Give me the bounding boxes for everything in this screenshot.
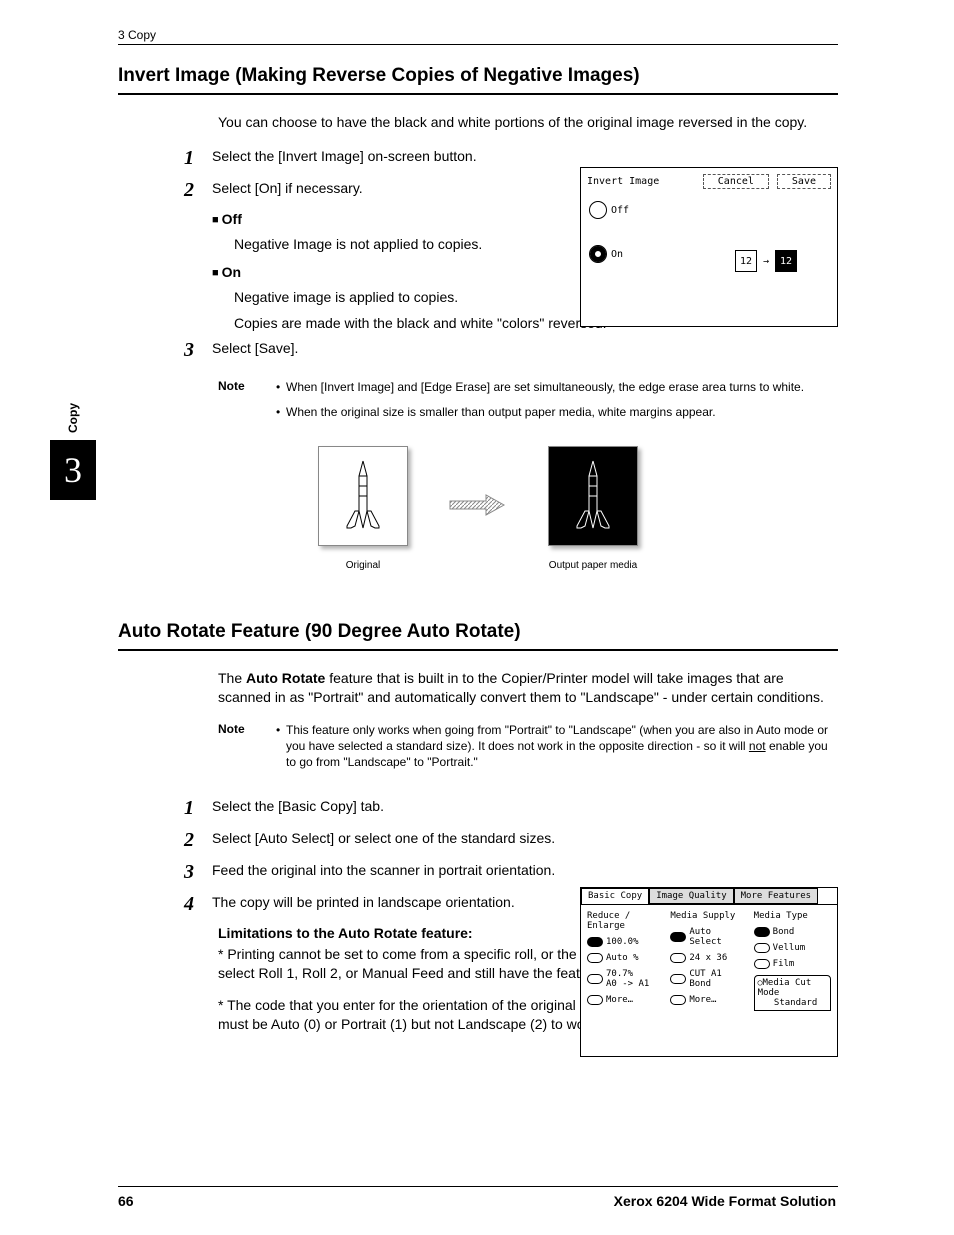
media-cut-mode-box: ◯Media Cut Mode Standard	[754, 975, 831, 1011]
rocket-icon	[343, 456, 383, 536]
note-text: When the original size is smaller than o…	[286, 404, 716, 420]
step-text: Select the [Basic Copy] tab.	[212, 797, 384, 817]
step-text: Select [On] if necessary.	[212, 179, 363, 199]
figure-output-caption: Output paper media	[548, 560, 638, 571]
option-auto-select[interactable]: AutoSelect	[670, 927, 747, 947]
chapter-breadcrumb: 3 Copy	[118, 28, 156, 42]
section2-note: Note •This feature only works when going…	[218, 722, 838, 779]
step-number: 1	[184, 147, 212, 169]
preview-inverted: 12	[775, 250, 797, 272]
option-70-7[interactable]: 70.7%A0 -> A1	[587, 969, 664, 989]
dialog-title: Invert Image	[587, 174, 659, 189]
header-rule	[118, 44, 838, 45]
side-tab-chapter: 3	[50, 440, 96, 500]
option-auto-pct[interactable]: Auto %	[587, 953, 664, 963]
invert-image-dialog-figure: Invert Image Cancel Save Off On 12 → 12	[580, 167, 838, 327]
step-number: 2	[184, 179, 212, 201]
tab-more-features[interactable]: More Features	[734, 888, 818, 904]
section2-title: Auto Rotate Feature (90 Degree Auto Rota…	[118, 621, 838, 651]
step-text: Feed the original into the scanner in po…	[212, 861, 555, 881]
radio-off[interactable]: Off	[589, 201, 831, 219]
side-tab: Copy 3	[50, 400, 96, 500]
arrow-icon: →	[763, 256, 769, 267]
step-number: 3	[184, 339, 212, 361]
invert-preview: 12 → 12	[735, 250, 797, 272]
off-label: Off	[212, 211, 242, 227]
section2-step1: 1 Select the [Basic Copy] tab.	[184, 797, 838, 819]
page-number: 66	[118, 1193, 134, 1209]
rocket-icon-inverted	[573, 456, 613, 536]
note-text: This feature only works when going from …	[286, 722, 836, 771]
option-24x36[interactable]: 24 x 36	[670, 953, 747, 963]
note-label: Note	[218, 722, 276, 736]
arrow-icon	[448, 492, 508, 524]
basic-copy-screen-figure: Basic Copy Image Quality More Features R…	[580, 887, 838, 1057]
note-label: Note	[218, 379, 276, 393]
section2-step2: 2 Select [Auto Select] or select one of …	[184, 829, 838, 851]
step-number: 1	[184, 797, 212, 819]
radio-icon	[589, 201, 607, 219]
option-100[interactable]: 100.0%	[587, 937, 664, 947]
note-item: •This feature only works when going from…	[276, 722, 836, 771]
radio-icon-selected	[589, 245, 607, 263]
side-tab-label: Copy	[66, 400, 80, 436]
section1-intro: You can choose to have the black and whi…	[218, 113, 838, 133]
note-item: •When the original size is smaller than …	[276, 404, 804, 420]
option-vellum[interactable]: Vellum	[754, 943, 831, 953]
option-cut-a1[interactable]: CUT A1Bond	[670, 969, 747, 989]
step-number: 3	[184, 861, 212, 883]
figure-original-caption: Original	[318, 560, 408, 571]
section1-step3: 3 Select [Save].	[184, 339, 838, 361]
save-button[interactable]: Save	[777, 174, 831, 189]
note-text: When [Invert Image] and [Edge Erase] are…	[286, 379, 804, 395]
option-film[interactable]: Film	[754, 959, 831, 969]
step-number: 4	[184, 893, 212, 915]
radio-off-label: Off	[611, 205, 629, 216]
step-text: Select [Save].	[212, 339, 298, 359]
footer-rule	[118, 1186, 838, 1187]
section1-step1: 1 Select the [Invert Image] on-screen bu…	[184, 147, 838, 169]
figure-output: Output paper media	[548, 446, 638, 571]
on-label: On	[212, 264, 241, 280]
col-media-type: Media Type Bond Vellum Film ◯Media Cut M…	[754, 911, 831, 1011]
radio-on-label: On	[611, 249, 623, 260]
cut-mode-value: Standard	[774, 998, 817, 1008]
col-title: Media Supply	[670, 911, 747, 921]
option-bond[interactable]: Bond	[754, 927, 831, 937]
section1-note: Note •When [Invert Image] and [Edge Eras…	[218, 379, 838, 427]
col-media-supply: Media Supply AutoSelect 24 x 36 CUT A1Bo…	[670, 911, 747, 1011]
step-number: 2	[184, 829, 212, 851]
step-text: The copy will be printed in landscape or…	[212, 893, 515, 913]
product-name: Xerox 6204 Wide Format Solution	[614, 1193, 836, 1209]
preview-normal: 12	[735, 250, 757, 272]
step-text: Select [Auto Select] or select one of th…	[212, 829, 555, 849]
note-item: •When [Invert Image] and [Edge Erase] ar…	[276, 379, 804, 395]
figure-row: Original Output paper media	[118, 446, 838, 571]
page-content: Invert Image (Making Reverse Copies of N…	[118, 65, 838, 1047]
cut-mode-label: Media Cut Mode	[758, 978, 812, 998]
tab-basic-copy[interactable]: Basic Copy	[581, 888, 649, 904]
cancel-button[interactable]: Cancel	[703, 174, 769, 189]
option-more-1[interactable]: More…	[587, 995, 664, 1005]
tab-image-quality[interactable]: Image Quality	[649, 888, 733, 904]
step-text: Select the [Invert Image] on-screen butt…	[212, 147, 477, 167]
section2-intro: The Auto Rotate feature that is built in…	[218, 669, 838, 708]
option-more-2[interactable]: More…	[670, 995, 747, 1005]
section2-step3: 3 Feed the original into the scanner in …	[184, 861, 838, 883]
figure-original: Original	[318, 446, 408, 571]
col-reduce-enlarge: Reduce / Enlarge 100.0% Auto % 70.7%A0 -…	[587, 911, 664, 1011]
section1-title: Invert Image (Making Reverse Copies of N…	[118, 65, 838, 95]
col-title: Media Type	[754, 911, 831, 921]
col-title: Reduce / Enlarge	[587, 911, 664, 931]
